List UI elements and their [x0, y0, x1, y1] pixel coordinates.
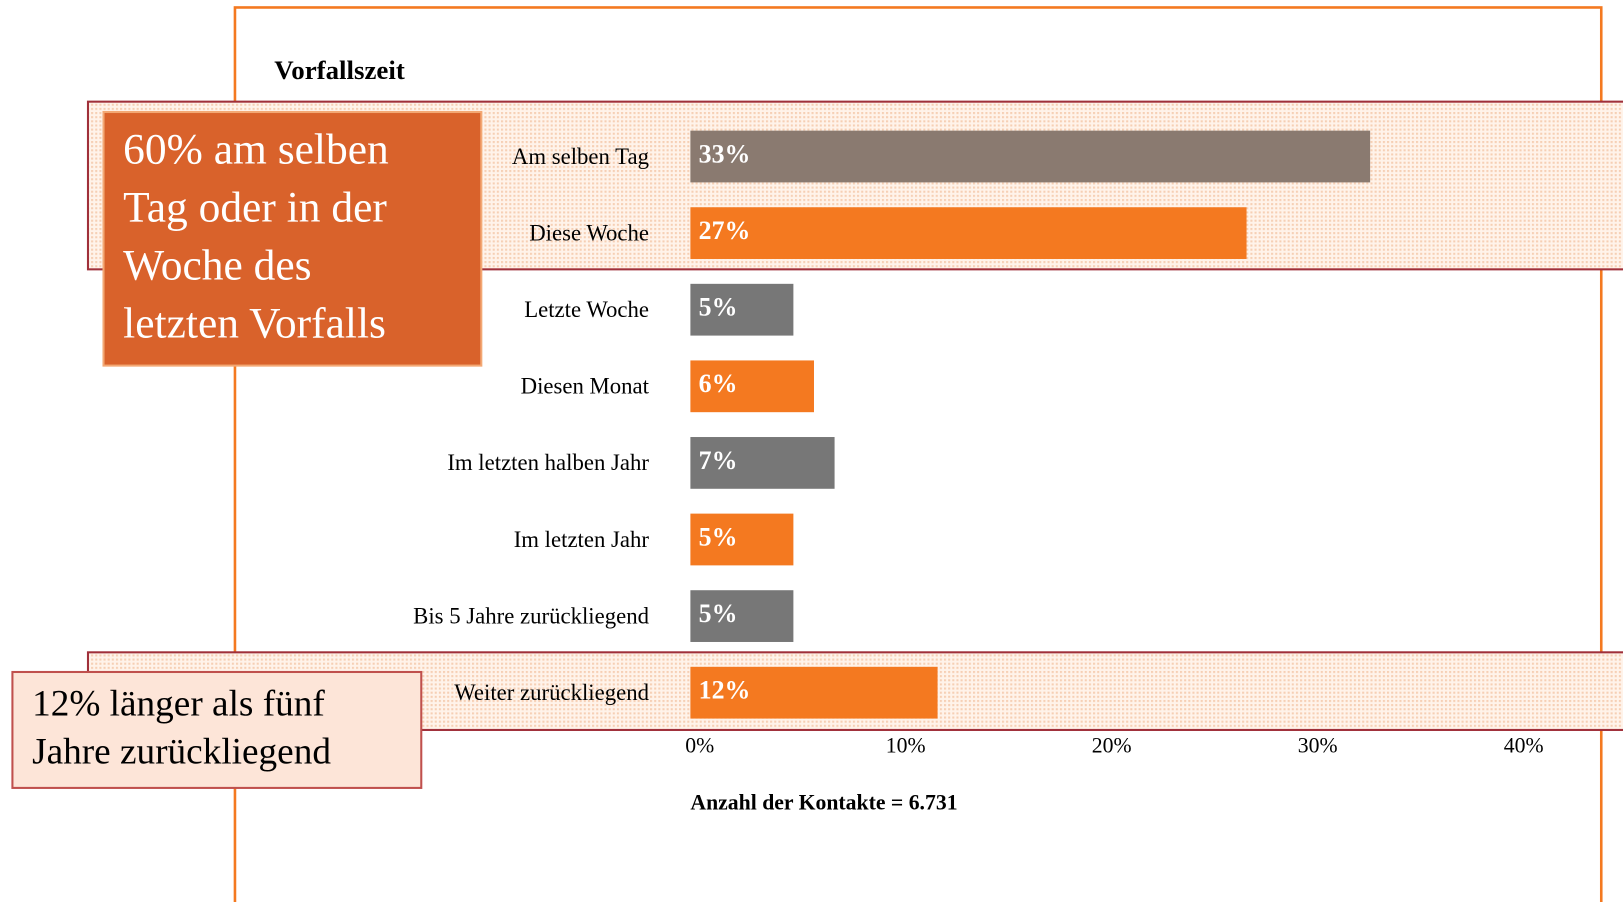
bar [690, 207, 1247, 259]
x-axis-label: Anzahl der Kontakte = 6.731 [690, 790, 957, 814]
x-tick-label: 0% [685, 734, 714, 758]
bar [690, 513, 794, 566]
y-tick-label: Im letzten halben Jahr [447, 450, 649, 475]
y-tick-label: Diese Woche [529, 220, 649, 245]
x-tick-label: 30% [1298, 734, 1338, 758]
annotation-text: 60% am selben [123, 125, 389, 173]
annotation-text: Jahre zurückliegend [32, 731, 331, 772]
annotation-text: Woche des [123, 241, 311, 289]
y-tick-label: Bis 5 Jahre zurückliegend [413, 603, 649, 628]
y-tick-label: Am selben Tag [512, 144, 649, 169]
value-label: 12% [699, 676, 751, 705]
y-tick-label: Diesen Monat [521, 374, 650, 399]
bar [690, 283, 794, 336]
x-tick-label: 40% [1504, 734, 1544, 758]
annotations: 60% am selben Tag oder in der Woche des let… [11, 110, 483, 789]
annotation-text: 12% länger als fünf [32, 684, 325, 725]
y-tick-label: Weiter zurückliegend [454, 680, 649, 705]
y-tick-label: Letzte Woche [524, 297, 649, 322]
x-tick-label: 20% [1092, 734, 1132, 758]
annotation-text: letzten Vorfalls [123, 299, 386, 347]
bar [690, 590, 794, 642]
y-tick-label: Im letzten Jahr [514, 527, 650, 552]
annotation-box [102, 110, 483, 367]
bar [690, 130, 1371, 183]
value-label: 5% [699, 293, 738, 322]
value-label: 5% [699, 522, 738, 551]
value-label: 5% [699, 599, 738, 628]
chart-title: Vorfallszeit [274, 55, 405, 85]
value-label: 6% [699, 369, 738, 398]
value-label: 27% [699, 216, 751, 245]
bar [690, 666, 938, 719]
annotation-box [11, 670, 423, 789]
annotation-text: Tag oder in der [123, 183, 387, 231]
x-tick-label: 10% [886, 734, 926, 758]
value-label: 7% [699, 446, 738, 475]
value-label: 33% [699, 139, 751, 168]
bar [690, 437, 835, 489]
marks: 0% 10% 20% 30% 40% Am selben Tag 33% Diese Woch… [413, 130, 1544, 758]
frame [233, 6, 1603, 902]
bar [690, 360, 814, 413]
